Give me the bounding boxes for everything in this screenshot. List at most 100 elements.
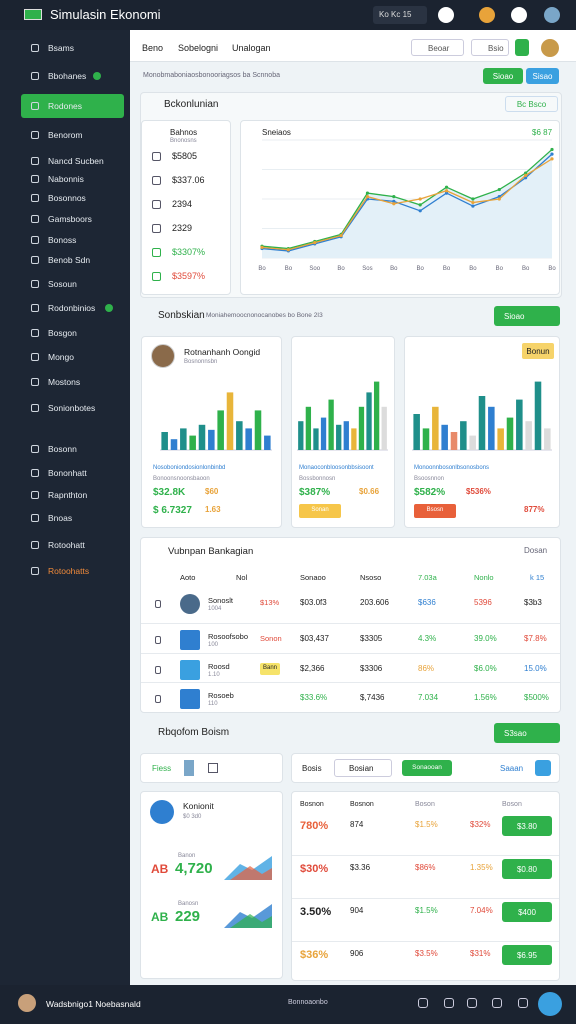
row-sub: 1.10 xyxy=(208,672,220,678)
cell: 4.3% xyxy=(418,634,437,643)
checkbox[interactable] xyxy=(155,666,161,674)
app-title: Simulasin Ekonomi xyxy=(50,7,161,22)
nav-item[interactable]: Gamsboors xyxy=(48,214,92,224)
kpi: $0.66 xyxy=(359,487,380,496)
nav-item[interactable]: Benorom xyxy=(48,130,83,140)
nav-item[interactable]: Rapnthton xyxy=(48,490,88,500)
cell: $3b3 xyxy=(524,598,542,607)
nav-item[interactable]: Bbohanes xyxy=(48,71,87,81)
cell: $36% xyxy=(300,949,329,961)
nav-item[interactable]: Bnoas xyxy=(48,513,73,523)
checkbox[interactable] xyxy=(155,600,161,608)
card-sub: Bosnonnsbn xyxy=(184,359,218,365)
row-divider xyxy=(292,855,559,856)
chart-value: $6 87 xyxy=(532,128,553,137)
button[interactable]: Sioao xyxy=(483,68,523,84)
nav-item[interactable]: Rotoohatt xyxy=(48,540,85,550)
filter-icon[interactable] xyxy=(208,763,218,773)
bar-icon[interactable] xyxy=(518,998,528,1008)
button[interactable]: Sisao xyxy=(526,68,559,84)
nav-icon xyxy=(31,280,39,288)
icon[interactable] xyxy=(511,7,527,23)
nav-icon xyxy=(31,378,39,386)
nav-icon xyxy=(31,215,39,223)
nav-item[interactable]: Sonionbotes xyxy=(48,403,96,413)
button[interactable]: S3sao xyxy=(494,723,560,743)
tab[interactable]: Unalogan xyxy=(232,43,271,53)
icon-btn[interactable] xyxy=(515,39,529,56)
sidebar xyxy=(0,30,130,985)
fab[interactable] xyxy=(538,992,562,1016)
icon-btn[interactable] xyxy=(535,760,551,776)
nav-icon xyxy=(31,72,39,80)
nav-icon xyxy=(31,157,39,165)
row-chip: Bann xyxy=(260,663,280,675)
nav-item[interactable]: Bonoss xyxy=(48,235,77,245)
row-icon xyxy=(180,689,200,709)
row-button[interactable]: $0.80 xyxy=(502,859,552,879)
stats-sub: Bnonosns xyxy=(170,138,197,144)
nav-icon xyxy=(31,514,39,522)
nav-item[interactable]: Mongo xyxy=(48,352,74,362)
nav-item[interactable]: Rodones xyxy=(48,101,83,111)
cell: 5396 xyxy=(474,598,492,607)
nav-item[interactable]: Nabonnis xyxy=(48,174,84,184)
icon[interactable] xyxy=(544,7,560,23)
bar-icon[interactable] xyxy=(444,998,454,1008)
row-button[interactable]: $400 xyxy=(502,902,552,922)
filter-apply[interactable]: Sonaooan xyxy=(402,760,452,776)
cell: $03,437 xyxy=(300,634,329,643)
nav-item[interactable]: Nancd Sucben xyxy=(48,156,104,166)
row-button[interactable]: $6.95 xyxy=(502,945,552,965)
button[interactable]: Sioao xyxy=(494,306,560,326)
nav-item[interactable]: Rodonbinios xyxy=(48,303,96,313)
column-header: Bosnon xyxy=(300,801,324,808)
bar-icon[interactable] xyxy=(492,998,502,1008)
table-search[interactable]: Dosan xyxy=(524,546,548,555)
bar-icon[interactable] xyxy=(467,998,477,1008)
cell: $33.6% xyxy=(300,693,328,702)
tab[interactable]: Beno xyxy=(142,43,164,53)
chart-card xyxy=(291,336,395,528)
filter-search[interactable]: Bosian xyxy=(334,759,392,777)
search[interactable]: Beoar xyxy=(411,39,464,56)
nav-icon xyxy=(31,131,39,139)
avatar xyxy=(151,344,175,368)
bar-icon[interactable] xyxy=(418,998,428,1008)
nav-item[interactable]: Rotoohatts xyxy=(48,566,90,576)
cell: $500% xyxy=(524,693,549,702)
chip[interactable]: Bsosn xyxy=(414,504,456,518)
cell: 1.56% xyxy=(474,693,497,702)
icon[interactable] xyxy=(438,7,454,23)
nav-item[interactable]: Benob Sdn xyxy=(48,255,91,265)
nav-item[interactable]: Bosgon xyxy=(48,328,77,338)
nav-item[interactable]: Bosonnos xyxy=(48,193,86,203)
checkbox[interactable] xyxy=(155,636,161,644)
nav-item[interactable]: Bosonn xyxy=(48,444,77,454)
row-button[interactable]: $3.80 xyxy=(502,816,552,836)
filter-label: Saaan xyxy=(500,764,524,773)
column-header: k 15 xyxy=(530,573,545,582)
checkbox[interactable] xyxy=(155,695,161,703)
card-note: Bossbonnosn xyxy=(299,476,336,482)
row-divider xyxy=(141,653,560,654)
nav-item[interactable]: Sosoun xyxy=(48,279,77,289)
tab[interactable]: Sobelogni xyxy=(178,43,219,53)
filter-select[interactable]: Bosis xyxy=(302,764,322,773)
card-note: Monoonnbosonlbsonosbons xyxy=(414,465,490,471)
icon[interactable] xyxy=(479,7,495,23)
chip[interactable]: Sonan xyxy=(299,504,341,518)
nav-item[interactable]: Bononhatt xyxy=(48,468,87,478)
column-header: 7.03a xyxy=(418,573,437,582)
row-sub: 110 xyxy=(208,701,218,707)
avatar xyxy=(18,994,36,1012)
nav-item[interactable]: Mostons xyxy=(48,377,81,387)
cell: $3.36 xyxy=(350,863,371,872)
search2[interactable]: Bsio xyxy=(471,39,509,56)
link-button[interactable]: Bc Bsco xyxy=(505,96,558,112)
nav-icon xyxy=(31,236,39,244)
nav-item[interactable]: Bsams xyxy=(48,43,74,53)
row-name: Rosoofsobo xyxy=(208,632,249,641)
row-divider xyxy=(292,941,559,942)
nav-dot xyxy=(93,72,101,80)
